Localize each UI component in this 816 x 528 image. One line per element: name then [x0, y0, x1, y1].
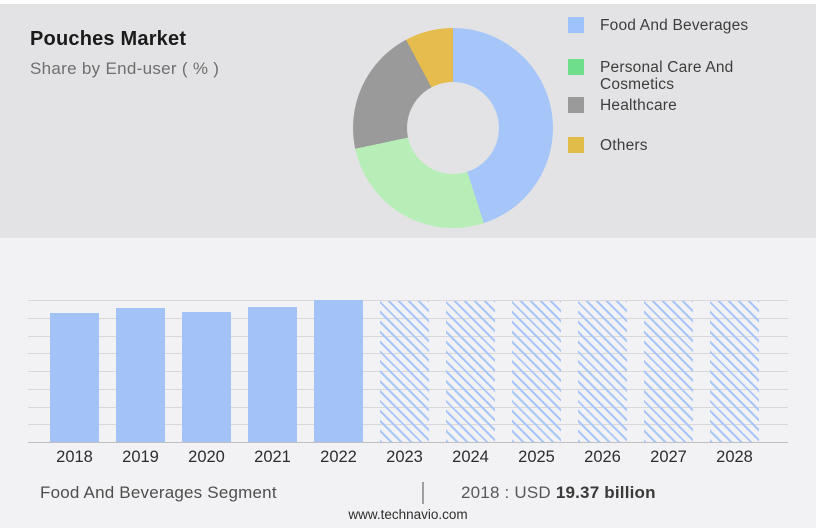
- bar-2021: [248, 307, 297, 442]
- legend-label: Personal Care And Cosmetics: [600, 59, 734, 94]
- bar-2028-forecast: [710, 301, 759, 442]
- legend-swatch: [568, 17, 584, 33]
- bar-2022: [314, 300, 363, 442]
- bar-2023-forecast: [380, 301, 429, 442]
- legend-label: Others: [600, 137, 648, 154]
- bar-2027-forecast: [644, 301, 693, 442]
- legend-item-food-and-beverages: Food And Beverages: [568, 17, 758, 34]
- bar-2019: [116, 308, 165, 442]
- x-label-2025: 2025: [518, 448, 555, 466]
- page-title: Pouches Market: [30, 28, 187, 50]
- footer-value-prefix: 2018 : USD: [461, 483, 556, 502]
- legend-swatch: [568, 59, 584, 75]
- legend-swatch: [568, 97, 584, 113]
- donut-hole: [407, 82, 499, 174]
- bar-2026-forecast: [578, 301, 627, 442]
- legend-label: Food And Beverages: [600, 17, 749, 34]
- bar-2024-forecast: [446, 301, 495, 442]
- footer-segment-label: Food And Beverages Segment: [40, 483, 277, 502]
- legend-item-healthcare: Healthcare: [568, 97, 758, 114]
- bar-2020: [182, 312, 231, 442]
- x-label-2018: 2018: [56, 448, 93, 466]
- legend-swatch: [568, 137, 584, 153]
- x-label-2022: 2022: [320, 448, 357, 466]
- x-label-2021: 2021: [254, 448, 291, 466]
- footer-value-bold: 19.37 billion: [555, 483, 656, 502]
- bar-2025-forecast: [512, 301, 561, 442]
- footer-separator: |: [420, 478, 426, 504]
- bar-chart: 2018 2019 2020 2021 2022 2023 2024 2025 2026 2027…: [28, 300, 788, 466]
- x-label-2027: 2027: [650, 448, 687, 466]
- page-subtitle: Share by End-user ( % ): [30, 59, 220, 78]
- x-label-2019: 2019: [122, 448, 159, 466]
- x-label-2026: 2026: [584, 448, 621, 466]
- x-label-2023: 2023: [386, 448, 423, 466]
- footer-value: 2018 : USD 19.37 billion: [461, 483, 656, 503]
- x-axis-line: [28, 442, 788, 443]
- website-url: www.technavio.com: [348, 507, 468, 522]
- footer: Food And Beverages Segment | 2018 : USD …: [0, 478, 816, 507]
- donut-chart: [353, 28, 553, 228]
- x-label-2020: 2020: [188, 448, 225, 466]
- legend-item-others: Others: [568, 137, 758, 154]
- summary-panel: Pouches Market Share by End-user ( % ) F…: [0, 4, 816, 238]
- legend-item-personal-care-and-cosmetics: Personal Care And Cosmetics: [568, 59, 758, 93]
- x-label-2024: 2024: [452, 448, 489, 466]
- bar-2018: [50, 313, 99, 442]
- legend-label: Healthcare: [600, 97, 677, 114]
- x-label-2028: 2028: [716, 448, 753, 466]
- gridline: [28, 300, 788, 301]
